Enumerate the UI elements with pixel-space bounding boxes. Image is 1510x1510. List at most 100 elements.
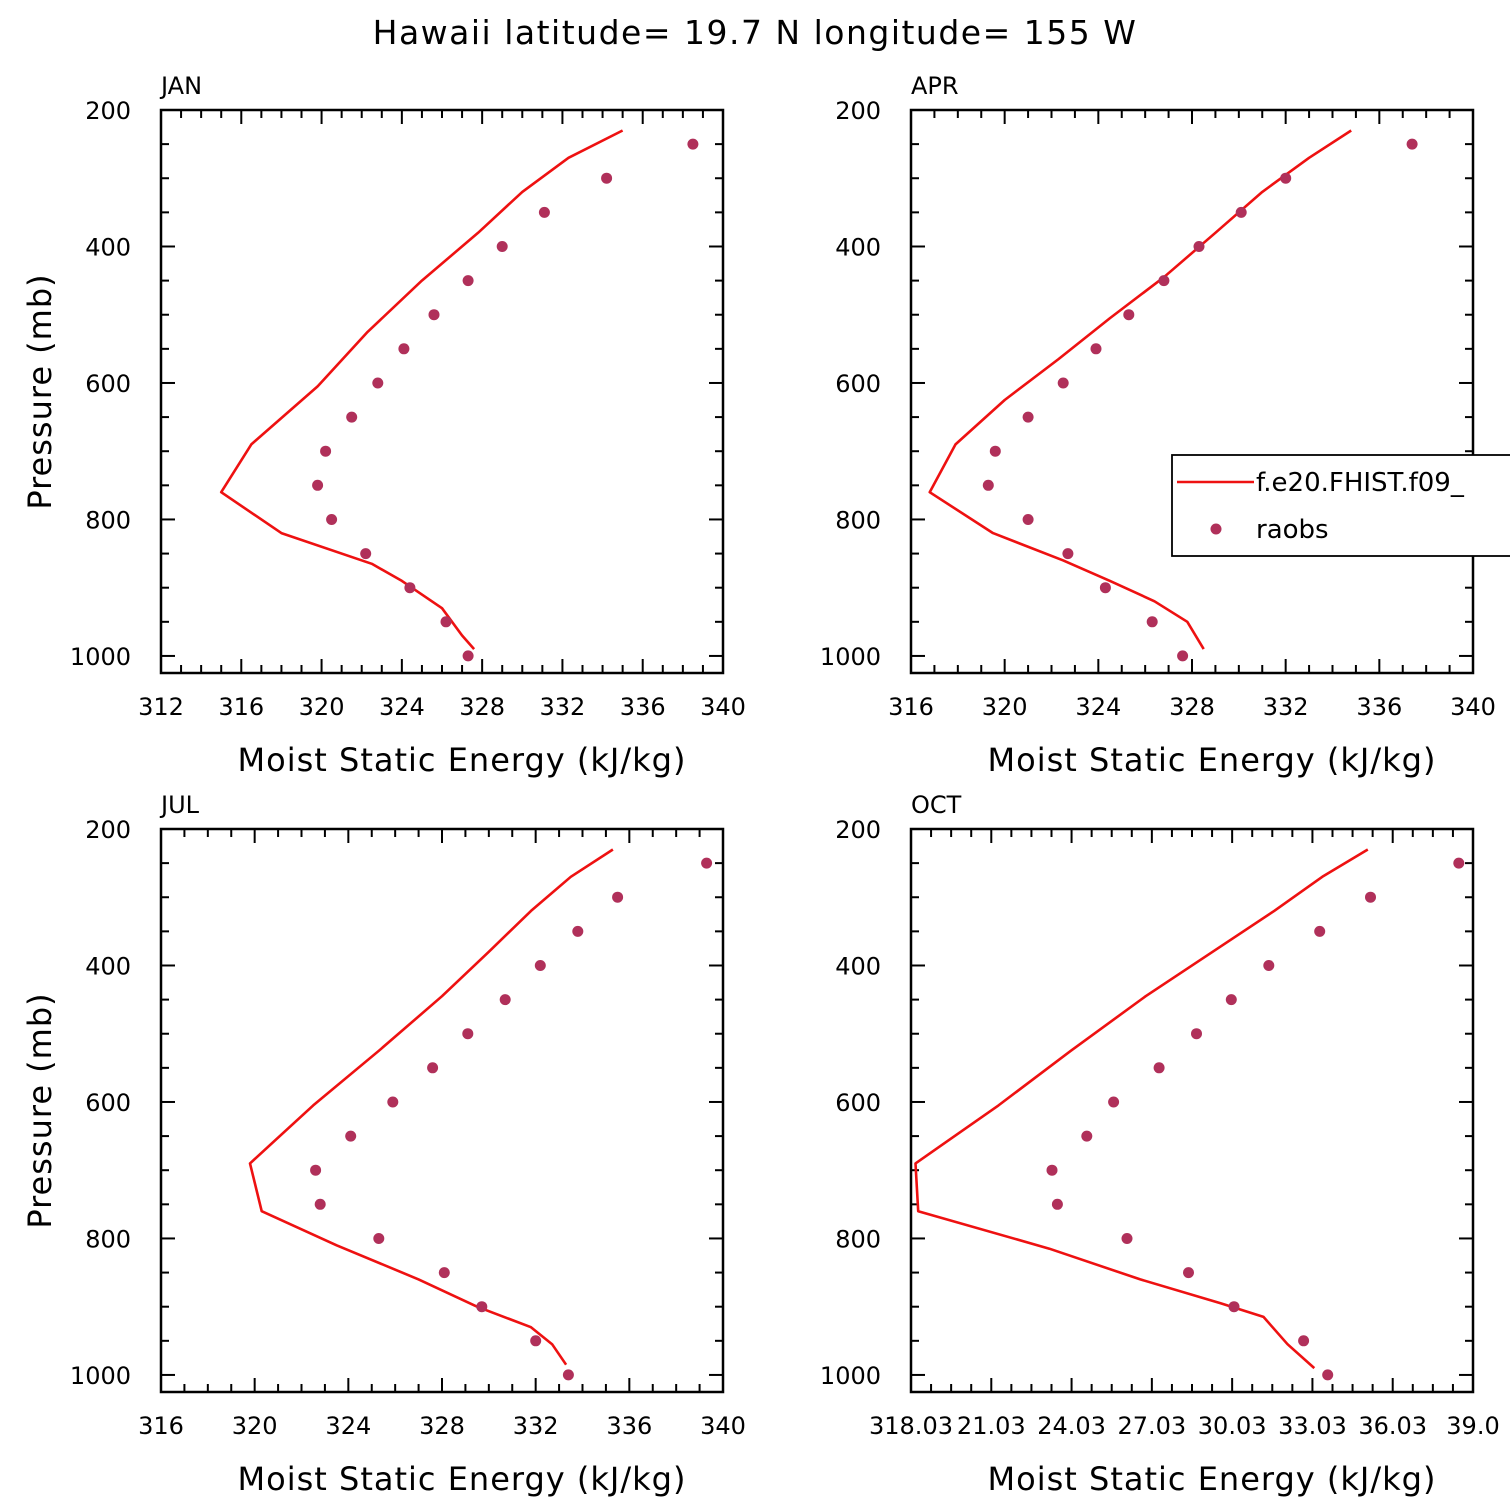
x-axis-title: Moist Static Energy (kJ/kg) [238,741,687,779]
raobs-point [1123,309,1135,321]
raobs-point [534,960,546,971]
x-axis-title: Moist Static Energy (kJ/kg) [238,1460,687,1498]
raobs-point [346,411,358,423]
raobs-point [1153,1062,1165,1074]
raobs-point [314,1198,326,1210]
model-profile-line [219,129,624,650]
raobs-point [427,1062,439,1074]
y-tick-label: 1000 [820,1362,881,1390]
raobs-point [462,1028,474,1040]
raobs-point [1225,994,1237,1006]
legend-marker-sample [1210,523,1222,535]
raobs-point [320,445,332,457]
x-tick-label: 36.03 [1358,1412,1427,1440]
plot-frame [159,827,725,1394]
raobs-point [387,1096,399,1108]
y-tick-label: 400 [85,233,131,261]
raobs-point [1183,1267,1194,1279]
raobs-point [496,241,508,252]
y-tick-label: 800 [835,506,881,534]
raobs-point [1158,275,1170,287]
raobs-point [1081,1130,1093,1142]
raobs-point [538,206,550,218]
y-tick-label: 600 [835,370,881,398]
x-tick-label: 336 [606,1412,652,1440]
x-tick-label: 328 [459,693,505,721]
raobs-point [1146,616,1158,628]
y-tick-label: 600 [835,1089,881,1117]
x-tick-label: 336 [620,693,666,721]
y-tick-label: 200 [835,816,881,844]
raobs-point [1235,206,1247,218]
panel-label: OCT [911,791,962,819]
raobs-point [326,514,338,525]
y-tick-label: 200 [85,816,131,844]
raobs-point [1365,891,1376,903]
legend: f.e20.FHIST.f09_ raobs [1171,454,1510,557]
raobs-point [462,275,474,287]
raobs-point [372,377,384,389]
x-tick-label: 33.03 [1278,1412,1347,1440]
panel-label: JUL [159,791,200,819]
y-tick-label: 1000 [820,643,881,671]
model-profile-line [914,848,1369,1370]
x-tick-label: 340 [1450,693,1496,721]
raobs-point [1099,582,1111,594]
raobs-point [1108,1096,1120,1108]
y-tick-label: 400 [835,233,881,261]
raobs-point [982,479,994,491]
raobs-point [530,1335,542,1347]
panel-label: APR [911,72,959,100]
y-axis-title: Pressure (mb) [21,273,59,509]
raobs-point [989,445,1001,457]
raobs-point [440,616,452,628]
raobs-point [1057,377,1069,389]
y-tick-label: 200 [85,97,131,125]
raobs-point [310,1164,322,1176]
legend-entry-model: f.e20.FHIST.f09_ [1256,468,1465,498]
y-tick-label: 800 [85,506,131,534]
y-tick-label: 800 [835,1225,881,1253]
raobs-point [612,891,624,903]
raobs-point [1022,411,1034,423]
x-tick-label: 312 [138,693,184,721]
y-tick-label: 1000 [70,1362,131,1390]
legend-box [1171,454,1510,557]
x-tick-label: 324 [325,1412,371,1440]
raobs-point [687,138,699,150]
raobs-point [499,994,511,1006]
x-tick-label: 336 [1356,693,1402,721]
model-profile-line [248,848,614,1366]
x-tick-label: 24.03 [1037,1412,1106,1440]
x-tick-label: 27.03 [1117,1412,1186,1440]
x-tick-label: 316 [888,693,934,721]
y-tick-label: 1000 [70,643,131,671]
raobs-point [1177,650,1189,662]
raobs-point [438,1267,450,1279]
x-tick-label: 316 [218,693,264,721]
x-tick-label: 340 [700,693,746,721]
main-title: Hawaii latitude= 19.7 N longitude= 155 W [373,13,1138,52]
panel-jan: 312 316 320 324 328 332 336 340 200 400 600 800 1000… [21,72,746,779]
x-tick-label: 21.03 [957,1412,1026,1440]
raobs-point [701,857,713,869]
plot-frame [909,108,1475,675]
raobs-point [1191,1028,1202,1040]
x-tick-label: 340 [700,1412,746,1440]
x-tick-label: 318.03 [869,1412,953,1440]
model-profile-line [928,129,1352,650]
raobs-point [1298,1335,1310,1347]
raobs-point [398,343,410,355]
x-tick-label: 324 [379,693,425,721]
y-axis-title: Pressure (mb) [21,992,59,1228]
raobs-point [1062,548,1074,560]
raobs-point [1263,960,1275,971]
y-tick-label: 400 [85,952,131,980]
x-tick-label: 39.0 [1446,1412,1499,1440]
x-tick-label: 316 [138,1412,184,1440]
raobs-point [428,309,440,321]
raobs-point [1022,514,1034,525]
raobs-point [476,1301,488,1313]
panel-jul: 316 320 324 328 332 336 340 200 400 600 800 1000 JUL… [21,791,746,1498]
